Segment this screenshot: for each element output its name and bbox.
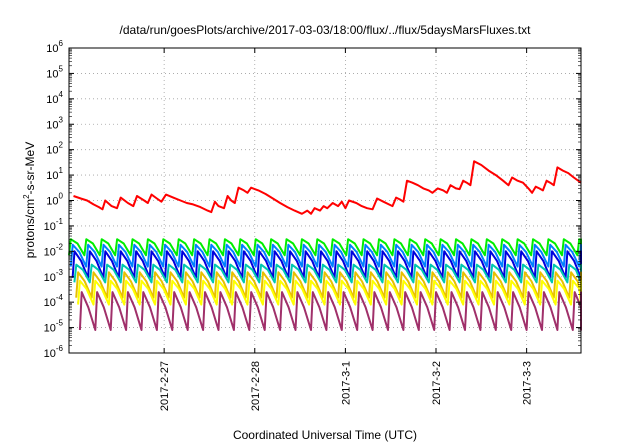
series-line-8 xyxy=(78,291,582,331)
x-tick-label: 2017-2-27 xyxy=(159,361,171,411)
y-axis-label: protons/cm2-s-sr-MeV xyxy=(22,142,37,258)
y-tick-label: 10-4 xyxy=(44,293,64,309)
y-tick-label: 10-5 xyxy=(44,319,64,335)
x-axis-ticks: 2017-2-27 2017-2-28 2017-3-1 2017-3-2 2017-3… xyxy=(159,48,534,411)
y-tick-label: 103 xyxy=(46,115,63,131)
series-line-3 xyxy=(69,243,582,268)
y-tick-label: 10-3 xyxy=(44,268,64,284)
x-tick-label: 2017-3-2 xyxy=(431,361,443,405)
x-tick-label: 2017-2-28 xyxy=(250,361,262,411)
y-tick-label: 106 xyxy=(46,39,63,55)
y-tick-label: 101 xyxy=(46,166,63,182)
series-line-6 xyxy=(75,271,582,299)
y-tick-label: 102 xyxy=(46,141,63,157)
y-tick-label: 10-6 xyxy=(44,344,64,360)
series-line-5 xyxy=(73,263,582,284)
y-tick-label: 105 xyxy=(46,64,63,80)
chart-title: /data/run/goesPlots/archive/2017-03-03/1… xyxy=(120,23,532,37)
series-line-2 xyxy=(68,238,582,257)
y-tick-label: 100 xyxy=(46,192,63,208)
series-line-4 xyxy=(71,250,582,279)
y-tick-label: 104 xyxy=(46,90,63,106)
series-group xyxy=(68,160,582,331)
series-line-7 xyxy=(77,279,582,306)
x-tick-label: 2017-3-1 xyxy=(340,361,352,405)
y-axis-ticks: 10-6 10-5 10-4 10-3 10-2 10-1 100 101 102 103 104 1… xyxy=(44,39,581,360)
x-axis-label: Coordinated Universal Time (UTC) xyxy=(233,428,417,442)
y-tick-label: 10-2 xyxy=(44,242,64,258)
y-tick-label: 10-1 xyxy=(44,217,64,233)
x-tick-label: 2017-3-3 xyxy=(522,361,534,405)
series-line-1 xyxy=(73,160,582,215)
